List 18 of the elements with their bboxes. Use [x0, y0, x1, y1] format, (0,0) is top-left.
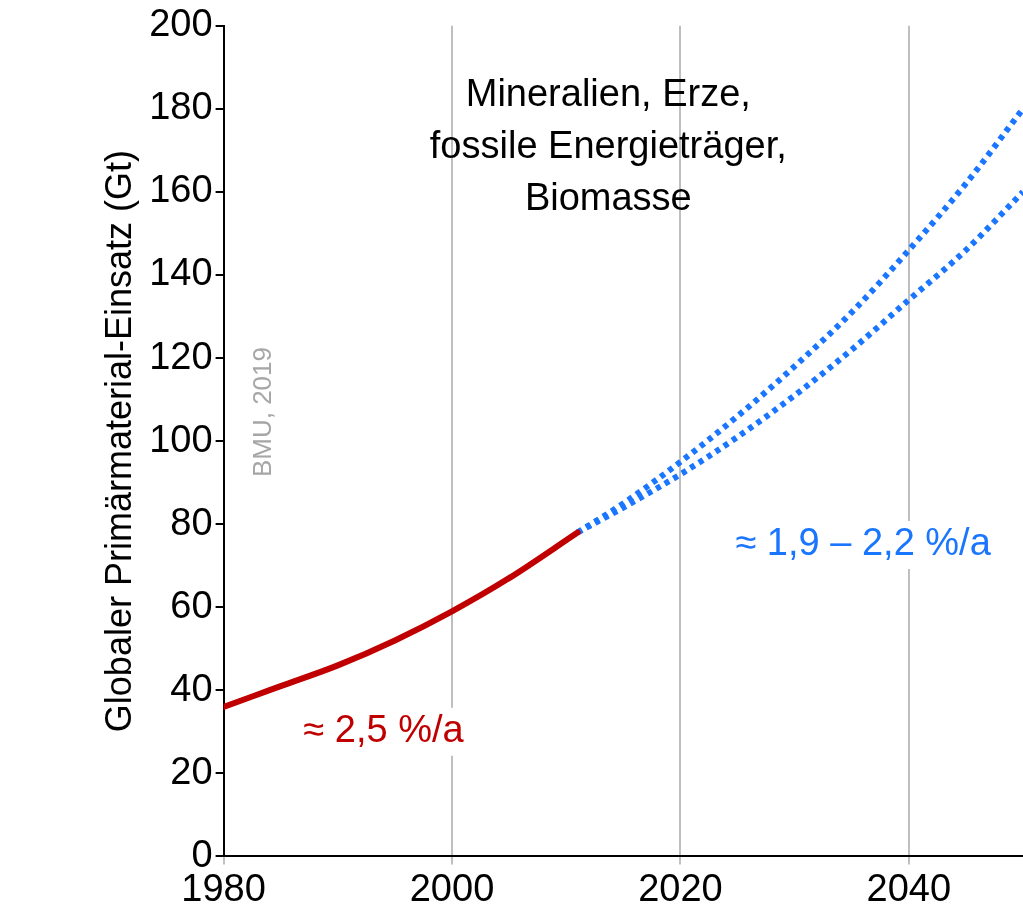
y-tick-label: 20 — [170, 749, 213, 792]
y-tick-label: 120 — [149, 334, 213, 377]
annotation: ≈ 2,5 %/a — [303, 708, 465, 751]
annotation: BMU, 2019 — [246, 346, 277, 478]
annotation: ≈ 1,9 – 2,2 %/a — [735, 521, 992, 564]
y-tick-label: 140 — [149, 251, 213, 294]
y-tick-label: 100 — [149, 417, 213, 460]
y-tick-label: 60 — [170, 583, 213, 626]
y-tick-label: 80 — [170, 500, 213, 543]
x-tick-label: 2000 — [409, 866, 495, 909]
y-axis-title: Globaler Primärmaterial-Einsatz (Gt) — [97, 150, 139, 733]
x-tick-label: 2020 — [638, 866, 723, 909]
y-tick-label: 180 — [149, 85, 213, 128]
x-tick-label: 2040 — [866, 866, 952, 909]
y-tick-label: 200 — [149, 2, 213, 45]
y-tick-label: 40 — [170, 666, 213, 709]
y-tick-label: 160 — [149, 168, 213, 211]
annotation: Mineralien, Erze, fossile Energieträger, Biomasse — [429, 72, 787, 219]
